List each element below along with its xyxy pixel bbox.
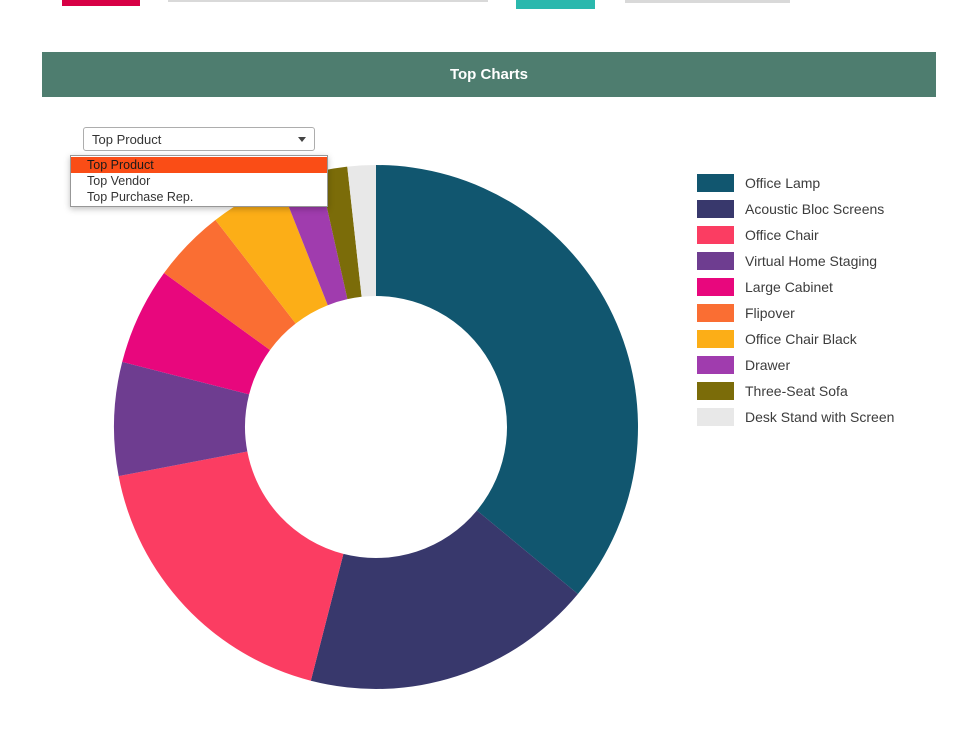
right-card-accent-bar — [516, 0, 595, 9]
legend-item-virtual-home-staging[interactable]: Virtual Home Staging — [697, 252, 894, 270]
dropdown-option-top-product[interactable]: Top Product — [71, 157, 327, 173]
legend-item-office-lamp[interactable]: Office Lamp — [697, 174, 894, 192]
left-card-accent-bar — [62, 0, 140, 6]
legend-swatch-large-cabinet — [697, 278, 734, 296]
dropdown-option-top-vendor[interactable]: Top Vendor — [87, 174, 151, 188]
legend-label-office-chair: Office Chair — [745, 227, 819, 243]
legend-swatch-desk-stand-with-screen — [697, 408, 734, 426]
legend-item-desk-stand-with-screen[interactable]: Desk Stand with Screen — [697, 408, 894, 426]
legend-item-flipover[interactable]: Flipover — [697, 304, 894, 322]
chart-type-dropdown: Top Product Top Vendor Top Purchase Rep. — [70, 155, 328, 207]
legend-label-virtual-home-staging: Virtual Home Staging — [745, 253, 878, 269]
legend-item-large-cabinet[interactable]: Large Cabinet — [697, 278, 894, 296]
pie-slice-flipover[interactable] — [164, 219, 296, 351]
left-card-track-line — [168, 0, 488, 2]
top-charts-header: Top Charts — [42, 52, 936, 97]
legend-swatch-flipover — [697, 304, 734, 322]
pie-slice-acoustic-bloc-screens[interactable] — [310, 510, 578, 689]
legend-label-office-lamp: Office Lamp — [745, 175, 821, 191]
legend-swatch-office-lamp — [697, 174, 734, 192]
chevron-down-icon — [298, 136, 306, 142]
pie-slice-office-chair[interactable] — [118, 451, 344, 681]
legend-swatch-virtual-home-staging — [697, 252, 734, 270]
pie-slice-virtual-home-staging[interactable] — [113, 361, 250, 477]
legend-swatch-three-seat-sofa — [697, 382, 734, 400]
pie-slice-desk-stand-with-screen[interactable] — [347, 165, 376, 297]
legend-label-office-chair-black: Office Chair Black — [745, 331, 857, 347]
top-charts-title: Top Charts — [449, 66, 529, 83]
pie-slice-office-lamp[interactable] — [376, 165, 638, 595]
legend-label-acoustic-bloc-screens: Acoustic Bloc Screens — [745, 201, 885, 217]
legend-swatch-acoustic-bloc-screens — [697, 200, 734, 218]
legend-label-three-seat-sofa: Three-Seat Sofa — [745, 383, 848, 399]
pie-slice-office-chair-black[interactable] — [215, 183, 328, 324]
chart-type-selected-value: Top Product — [92, 131, 162, 147]
legend-label-flipover: Flipover — [745, 305, 795, 321]
top-charts-section: Office Lamp Acoustic Bloc Screens Office C… — [42, 97, 936, 756]
chart-legend: Office Lamp Acoustic Bloc Screens Office C… — [697, 174, 894, 434]
pie-slice-large-cabinet[interactable] — [122, 273, 271, 395]
right-card-track-line — [625, 0, 790, 3]
legend-item-office-chair-black[interactable]: Office Chair Black — [697, 330, 894, 348]
legend-item-acoustic-bloc-screens[interactable]: Acoustic Bloc Screens — [697, 200, 894, 218]
dropdown-option-top-purchase-rep[interactable]: Top Purchase Rep. — [87, 190, 194, 204]
chart-type-select[interactable]: Top Product — [83, 127, 315, 151]
pie-slice-three-seat-sofa[interactable] — [318, 166, 362, 300]
legend-swatch-office-chair-black — [697, 330, 734, 348]
legend-label-drawer: Drawer — [745, 357, 791, 373]
legend-item-three-seat-sofa[interactable]: Three-Seat Sofa — [697, 382, 894, 400]
legend-label-large-cabinet: Large Cabinet — [745, 279, 833, 295]
donut-chart — [113, 165, 638, 689]
legend-item-drawer[interactable]: Drawer — [697, 356, 894, 374]
legend-label-desk-stand-with-screen: Desk Stand with Screen — [745, 409, 895, 425]
legend-item-office-chair[interactable]: Office Chair — [697, 226, 894, 244]
legend-swatch-office-chair — [697, 226, 734, 244]
legend-swatch-drawer — [697, 356, 734, 374]
